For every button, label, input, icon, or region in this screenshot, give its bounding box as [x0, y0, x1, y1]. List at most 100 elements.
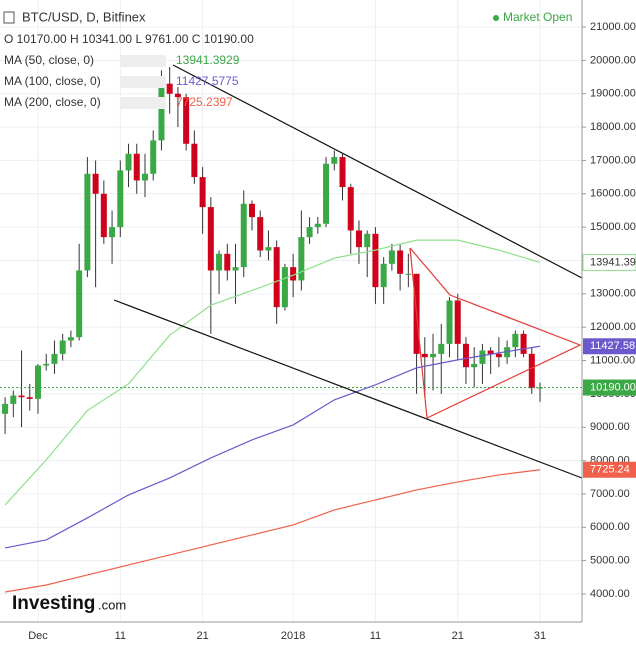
candle-body [199, 177, 206, 208]
candle-body [18, 395, 25, 398]
candle-body [43, 363, 50, 366]
x-tick-label: 21 [452, 630, 464, 642]
candle-body [141, 173, 148, 181]
candle-body [84, 173, 91, 271]
y-tick-label: 12000.00 [590, 321, 636, 333]
price-tag [583, 379, 636, 396]
candle-body [355, 230, 362, 248]
status-dot [493, 15, 499, 21]
y-tick-label: 7000.00 [590, 488, 630, 500]
candle-body [528, 353, 535, 389]
candle-body [265, 247, 272, 251]
plot [0, 67, 582, 593]
y-tick-label: 21000.00 [590, 21, 636, 33]
axis-bg [582, 0, 636, 647]
candle-body [462, 343, 469, 368]
y-tick-label: 9000.00 [590, 421, 630, 433]
trendline [113, 299, 583, 479]
legend-value: 13941.3929 [176, 53, 240, 67]
x-tick-label: 11 [115, 630, 126, 642]
triangle [409, 247, 582, 419]
legend-value: 7725.2397 [176, 95, 233, 109]
candle-body [388, 250, 395, 264]
candle-body [314, 223, 321, 228]
candle-body [273, 247, 280, 308]
y-tick-label: 16000.00 [590, 188, 636, 200]
candle-body [290, 267, 297, 281]
y-tick-label: 18000.00 [590, 121, 636, 133]
candle-body [339, 157, 346, 188]
candle-body [421, 353, 428, 358]
candle-body [76, 270, 83, 338]
candle-body [257, 217, 264, 251]
icon [3, 11, 15, 24]
candle-body [10, 395, 17, 404]
candle-body [438, 343, 445, 354]
candle-body [281, 267, 288, 308]
candle-body [471, 363, 478, 368]
candle-body [216, 253, 223, 271]
legend-value: 11427.5775 [176, 74, 239, 88]
y-tick-label: 20000.00 [590, 54, 636, 66]
candle-body [92, 173, 99, 194]
legend-icons [120, 55, 166, 67]
trendlines [113, 64, 583, 479]
legend-icons [120, 97, 166, 109]
ma-tag [582, 253, 636, 271]
candle-body [504, 347, 511, 358]
candle-body [2, 403, 9, 414]
candle-body [133, 153, 140, 181]
candle-body [298, 237, 305, 281]
x-tick-label: 2018 [281, 630, 305, 642]
candle-body [520, 333, 527, 354]
candle-body [397, 250, 404, 274]
candle-body [240, 203, 247, 268]
ma-line [4, 239, 541, 506]
y-tick-label: 17000.00 [590, 154, 636, 166]
candle-body [479, 350, 486, 364]
x-tick-label: 11 [370, 630, 381, 642]
ma-tag-label: 13941.39 [590, 256, 636, 268]
trendline [172, 64, 583, 279]
y-tick-label: 4000.00 [590, 588, 630, 600]
candle-body [331, 157, 338, 164]
candle-body [512, 333, 519, 348]
candle-body [109, 227, 116, 238]
price-tag-label: 10190.00 [590, 381, 636, 393]
candle-body [67, 337, 74, 341]
grid [0, 0, 582, 622]
candle-body [26, 397, 33, 399]
ma-tag [583, 461, 636, 478]
candle-body [454, 300, 461, 344]
chart-title: BTC/USD, D, Bitfinex [22, 9, 146, 24]
ma-tag-label: 7725.24 [590, 464, 630, 476]
ma-line [4, 345, 541, 549]
y-tick-label: 19000.00 [590, 88, 636, 100]
candle-body [158, 83, 165, 141]
legend: MA (50, close, 0) 13941.3929 MA (100, clos… [4, 53, 240, 109]
candle-body [364, 233, 371, 248]
legend-icons [120, 76, 166, 88]
candle-body [446, 300, 453, 344]
y-tick-label: 13000.00 [590, 288, 636, 300]
y-tick-label: 11000.00 [590, 354, 635, 366]
y-tick-label: 6000.00 [590, 521, 630, 533]
candle-body [150, 140, 157, 174]
candle-body [207, 207, 214, 271]
candle-body [35, 365, 41, 399]
candle-body [306, 227, 313, 238]
logo-suffix: .com [98, 597, 126, 612]
candle-body [372, 233, 379, 288]
ma-tag-label: 11427.58 [590, 340, 635, 352]
candle-body [59, 340, 66, 354]
y-tick-label: 15000.00 [590, 221, 636, 233]
legend-name: MA (50, close, 0) [4, 53, 94, 67]
candle-body [100, 193, 107, 238]
legend-name: MA (100, close, 0) [4, 74, 101, 88]
candle-body [51, 353, 58, 364]
candle-body [117, 170, 124, 228]
candle-body [191, 143, 198, 178]
candle-body [380, 263, 387, 288]
candle-body [430, 353, 437, 358]
